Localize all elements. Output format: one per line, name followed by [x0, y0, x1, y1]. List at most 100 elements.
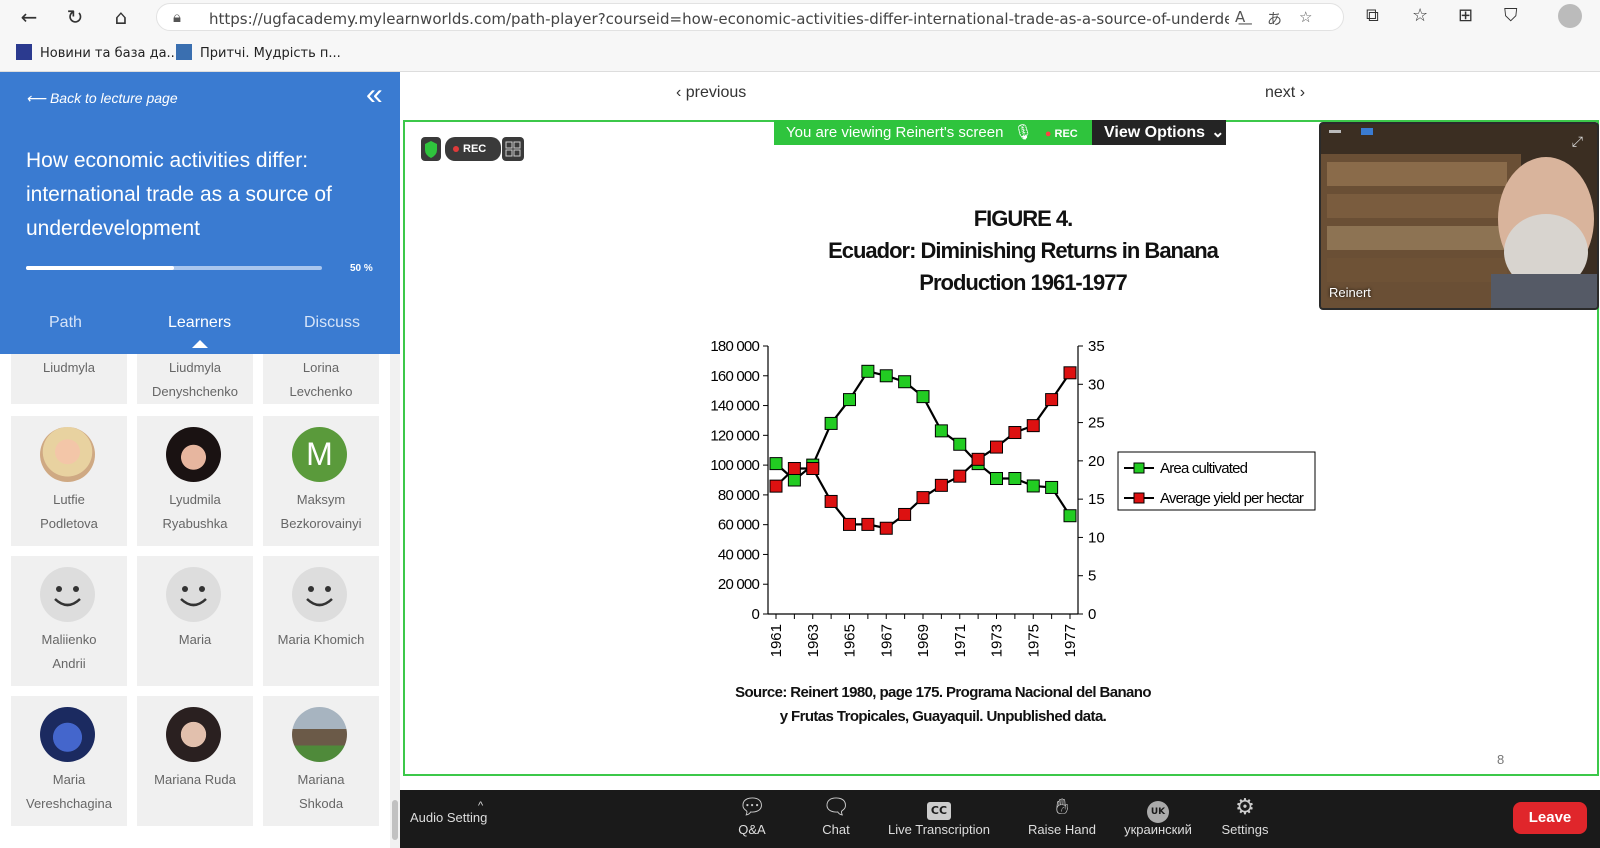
favorite-add-icon[interactable]: ☆ [1299, 8, 1313, 26]
learner-card[interactable]: Maria Khomich [263, 556, 379, 686]
learner-card[interactable]: Maria [137, 556, 253, 686]
series-2-point [898, 507, 912, 521]
series-2-point [843, 517, 856, 531]
extensions-icon[interactable]: ⧉ [1366, 5, 1379, 26]
series-1-point [1063, 509, 1077, 523]
series-2-point [916, 491, 930, 505]
learner-card[interactable]: Lyudmila Ryabushka [137, 416, 253, 546]
chat-icon: 🗨︎ [822, 795, 850, 820]
live-transcription-button[interactable]: CC Live Transcription [884, 794, 994, 837]
collections-icon[interactable]: ⊞ [1458, 5, 1474, 26]
mic-muted-icon: 🎙︎ [1013, 124, 1033, 141]
qa-icon: 💬︎ [738, 795, 766, 820]
tab-path[interactable]: Path [49, 314, 82, 331]
participant-name: Reinert [1329, 285, 1371, 300]
security-shield-icon[interactable] [421, 137, 441, 161]
previous-button[interactable]: ‹ previous [676, 84, 747, 101]
back-arrow-icon[interactable]: ← [20, 5, 38, 29]
translate-icon[interactable]: あ [1267, 10, 1283, 28]
tab-discuss[interactable]: Discuss [304, 314, 361, 331]
audio-setting-button[interactable]: Audio Setting ^ [410, 800, 488, 825]
raise-hand-button[interactable]: ✋︎ Raise Hand [1020, 794, 1104, 837]
hand-icon: ✋︎ [1055, 795, 1069, 820]
language-globe-icon: UK [1116, 794, 1200, 823]
chart-legend [1117, 451, 1316, 511]
series-1-point [916, 390, 930, 404]
read-aloud-icon[interactable]: A͟ [1235, 8, 1246, 26]
x-tick-label: 1973 [989, 624, 1006, 657]
bookmark-news[interactable]: Новини та база да... [16, 44, 179, 61]
series-2-point [971, 452, 985, 466]
lock-icon[interactable]: 🔒︎ [173, 8, 181, 26]
back-to-lecture-link[interactable]: ⟵ Back to lecture page [26, 90, 178, 106]
learner-name: Lyudmila [169, 492, 221, 507]
chevron-up-icon: ^ [478, 800, 484, 812]
recording-pill[interactable]: REC [445, 137, 501, 161]
expand-icon[interactable]: ⤢ [1571, 134, 1583, 150]
bookmark-parables[interactable]: Притчі. Мудрість п... [176, 44, 341, 61]
figure-title-line3: Production 1961-1977 [919, 270, 1127, 295]
url-text: https://ugfacademy.mylearnworlds.com/pat… [209, 10, 1229, 28]
learner-card[interactable]: Lorina Levchenko [263, 354, 379, 404]
scrollbar-thumb[interactable] [392, 800, 398, 840]
learner-card[interactable]: Mariana Shkoda [263, 696, 379, 826]
figure-title-line2: Ecuador: Diminishing Returns in Banana [828, 238, 1219, 263]
settings-button[interactable]: ⚙︎ Settings [1210, 794, 1280, 837]
learners-scrollbar[interactable] [390, 354, 400, 848]
right-y-tick-label: 10 [1088, 529, 1105, 546]
learner-card[interactable]: Liudmyla [11, 354, 127, 404]
learner-surname: Andrii [52, 656, 86, 671]
reload-icon[interactable]: ↻ [66, 5, 84, 29]
series-1-point [861, 364, 875, 378]
participant-video[interactable]: ⤢ Reinert [1319, 122, 1599, 310]
address-bar[interactable]: 🔒︎ https://ugfacademy.mylearnworlds.com/… [156, 3, 1344, 31]
view-options-button[interactable]: View Options ⌄ [1092, 120, 1226, 145]
learner-card[interactable]: Liudmyla Denyshchenko [137, 354, 253, 404]
qa-button[interactable]: 💬︎ Q&A [722, 794, 782, 837]
learners-grid: Liudmyla Liudmyla Denyshchenko Lorina Le… [0, 354, 390, 848]
right-y-tick-label: 5 [1088, 568, 1096, 585]
back-arrow-icon: ⟵ [26, 90, 50, 106]
profile-avatar-icon[interactable] [1558, 4, 1582, 28]
left-y-tick-label: 120 000 [710, 427, 759, 444]
x-tick-label: 1961 [768, 624, 785, 657]
learner-card[interactable]: M Maksym Bezkorovainyi [263, 416, 379, 546]
learner-surname: Ryabushka [162, 516, 228, 531]
home-icon[interactable]: ⌂ [114, 5, 128, 29]
collapse-sidebar-icon[interactable]: « [366, 78, 383, 111]
x-tick-label: 1969 [915, 624, 932, 657]
gallery-grid-icon[interactable] [502, 137, 524, 161]
right-y-tick-label: 0 [1088, 606, 1096, 623]
chat-button[interactable]: 🗨︎ Chat [806, 794, 866, 837]
next-button[interactable]: next › [1265, 84, 1306, 101]
browser-essentials-icon[interactable]: ⛉ [1504, 5, 1518, 26]
learner-card[interactable]: Maria Vereshchagina [11, 696, 127, 826]
series-2-point [953, 469, 967, 483]
learner-name: Maliienko [41, 632, 97, 647]
learner-surname: Vereshchagina [25, 796, 112, 811]
sidebar-header: ⟵ Back to lecture page « How economic ac… [0, 72, 400, 354]
series-1-point [769, 457, 783, 471]
learner-card[interactable]: Mariana Ruda [137, 696, 253, 826]
legend-label: Area cultivated [1160, 460, 1248, 477]
learner-name: Maria [178, 632, 212, 647]
learner-photo-avatar [166, 707, 221, 762]
course-title: How economic activities differ: internat… [26, 149, 332, 240]
language-button[interactable]: UK украинский [1116, 794, 1200, 837]
favorites-icon[interactable]: ☆ [1412, 5, 1429, 26]
learner-card[interactable]: Lutfie Podletova [11, 416, 127, 546]
series-2-point [806, 462, 820, 476]
learner-card[interactable]: Maliienko Andrii [11, 556, 127, 686]
leave-button[interactable]: Leave [1513, 802, 1587, 834]
cc-icon: CC [884, 794, 994, 822]
source-line1: Source: Reinert 1980, page 175. Programa… [735, 684, 1151, 701]
learner-surname: Shkoda [298, 796, 344, 811]
learner-photo-avatar [40, 427, 95, 482]
learner-photo-avatar [292, 707, 347, 762]
browser-toolbar: ← ↻ ⌂ 🔒︎ https://ugfacademy.mylearnworld… [0, 0, 1600, 34]
tab-learners[interactable]: Learners [168, 314, 232, 331]
series-2-point [824, 494, 838, 508]
progress-fill [26, 266, 174, 270]
series-2-point [861, 517, 875, 531]
series-2-point [1008, 426, 1022, 440]
